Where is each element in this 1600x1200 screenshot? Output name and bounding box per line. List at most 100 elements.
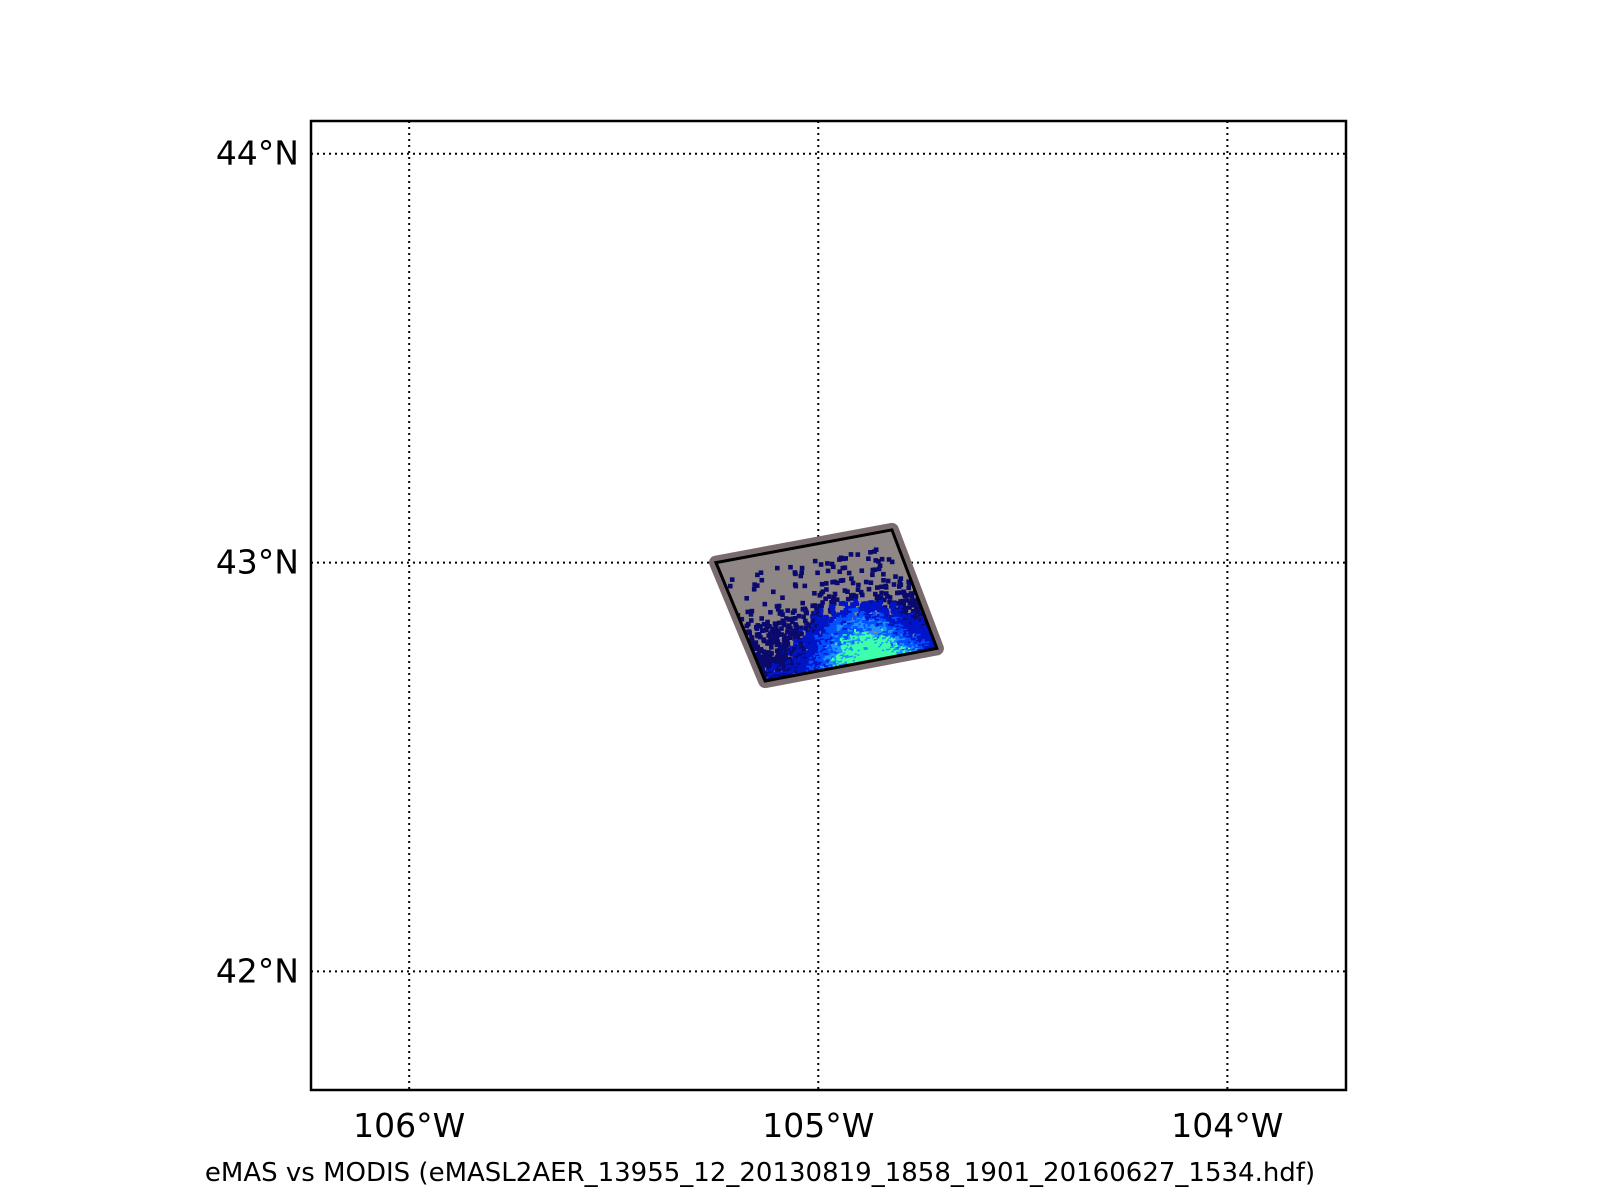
aerosol-pixel bbox=[818, 645, 823, 650]
aerosol-pixel bbox=[841, 646, 846, 652]
aerosol-pixel bbox=[892, 601, 898, 607]
aerosol-pixel bbox=[876, 559, 881, 564]
aerosol-pixel bbox=[871, 611, 877, 617]
aerosol-pixel bbox=[831, 611, 837, 617]
aerosol-pixel bbox=[792, 636, 797, 641]
aerosol-pixel bbox=[859, 568, 865, 573]
aerosol-pixel bbox=[759, 616, 764, 621]
aerosol-pixel bbox=[873, 605, 879, 610]
aerosol-pixel bbox=[839, 630, 844, 635]
aerosol-pixel bbox=[897, 590, 902, 595]
aerosol-pixel bbox=[824, 587, 829, 592]
aerosol-pixel bbox=[837, 557, 842, 562]
aerosol-pixel bbox=[838, 618, 844, 623]
aerosol-pixel bbox=[842, 588, 848, 593]
aerosol-pixel bbox=[775, 607, 781, 612]
aerosol-pixel bbox=[780, 662, 786, 668]
aerosol-pixel bbox=[811, 656, 817, 662]
aerosol-pixel bbox=[810, 620, 815, 625]
aerosol-pixel bbox=[766, 665, 771, 671]
aerosol-pixel bbox=[898, 605, 903, 610]
aerosol-pixel bbox=[903, 641, 908, 646]
aerosol-pixels bbox=[728, 547, 937, 682]
aerosol-pixel bbox=[829, 600, 834, 605]
aerosol-pixel bbox=[924, 632, 929, 637]
aerosol-pixel bbox=[792, 652, 797, 658]
aerosol-pixel bbox=[832, 591, 838, 597]
aerosol-pixel bbox=[866, 556, 871, 561]
aerosol-pixel bbox=[834, 597, 840, 602]
aerosol-pixel bbox=[801, 648, 807, 653]
aerosol-pixel bbox=[870, 572, 875, 578]
aerosol-pixel bbox=[782, 622, 787, 628]
aerosol-pixel bbox=[917, 621, 923, 627]
aerosol-pixel bbox=[804, 644, 810, 650]
aerosol-pixel bbox=[809, 628, 814, 633]
aerosol-pixel bbox=[851, 592, 856, 598]
aerosol-pixel bbox=[766, 650, 772, 655]
aerosol-pixel bbox=[764, 672, 770, 677]
aerosol-pixel bbox=[898, 576, 904, 581]
aerosol-pixel bbox=[914, 619, 920, 624]
aerosol-pixel bbox=[897, 579, 903, 585]
aerosol-pixel bbox=[883, 585, 889, 590]
aerosol-pixel bbox=[818, 562, 824, 567]
aerosol-pixel bbox=[870, 602, 876, 608]
aerosol-pixel bbox=[795, 633, 801, 639]
aerosol-pixel bbox=[837, 569, 842, 574]
aerosol-pixel bbox=[755, 656, 761, 662]
aerosol-pixel bbox=[772, 621, 778, 626]
aerosol-pixel bbox=[804, 610, 809, 616]
aerosol-pixel bbox=[801, 637, 807, 642]
aerosol-pixel bbox=[819, 581, 825, 587]
aerosol-pixel bbox=[755, 633, 760, 639]
aerosol-pixel bbox=[877, 630, 882, 636]
aerosol-pixel bbox=[903, 619, 909, 625]
aerosol-pixel bbox=[881, 571, 886, 577]
aerosol-pixel bbox=[780, 595, 785, 600]
aerosol-pixel bbox=[873, 591, 878, 597]
aerosol-pixel bbox=[790, 631, 795, 637]
aerosol-pixel bbox=[890, 619, 895, 624]
aerosol-pixel bbox=[754, 626, 760, 631]
aerosol-pixel bbox=[839, 637, 845, 643]
aerosol-pixel bbox=[879, 590, 884, 596]
aerosol-pixel bbox=[767, 653, 773, 658]
aerosol-pixel bbox=[801, 614, 806, 619]
aerosol-pixel bbox=[812, 591, 817, 596]
aerosol-pixel bbox=[834, 614, 840, 619]
aerosol-pixel bbox=[789, 651, 795, 657]
aerosol-pixel bbox=[818, 634, 823, 639]
aerosol-pixel bbox=[800, 600, 805, 606]
aerosol-pixel bbox=[845, 596, 851, 602]
aerosol-pixel bbox=[751, 587, 757, 592]
aerosol-pixel bbox=[775, 628, 781, 634]
aerosol-pixel bbox=[866, 586, 872, 592]
aerosol-pixel bbox=[818, 608, 824, 613]
aerosol-pixel bbox=[848, 552, 854, 557]
aerosol-pixel bbox=[818, 612, 824, 618]
aerosol-pixel bbox=[806, 638, 811, 643]
aerosol-pixel bbox=[899, 631, 904, 636]
aerosol-pixel bbox=[775, 639, 781, 644]
aerosol-pixel bbox=[907, 593, 912, 598]
aerosol-pixel bbox=[793, 638, 798, 644]
aerosol-pixel bbox=[897, 584, 902, 589]
aerosol-pixel bbox=[873, 632, 878, 638]
aerosol-pixel bbox=[790, 610, 796, 615]
aerosol-pixel bbox=[825, 561, 830, 566]
aerosol-pixel bbox=[884, 610, 890, 616]
aerosol-pixel bbox=[835, 621, 841, 627]
aerosol-pixel bbox=[837, 626, 842, 631]
aerosol-pixel bbox=[776, 603, 782, 609]
aerosol-pixel bbox=[739, 616, 745, 622]
aerosol-pixel bbox=[796, 613, 802, 619]
latitude-label: 43°N bbox=[216, 543, 299, 582]
aerosol-pixel bbox=[773, 624, 779, 629]
aerosol-pixel bbox=[843, 629, 848, 635]
aerosol-pixel bbox=[843, 556, 848, 561]
aerosol-pixel bbox=[914, 600, 920, 606]
aerosol-pixel bbox=[845, 589, 850, 594]
latitude-label: 42°N bbox=[216, 951, 299, 990]
aerosol-pixel bbox=[832, 579, 837, 585]
